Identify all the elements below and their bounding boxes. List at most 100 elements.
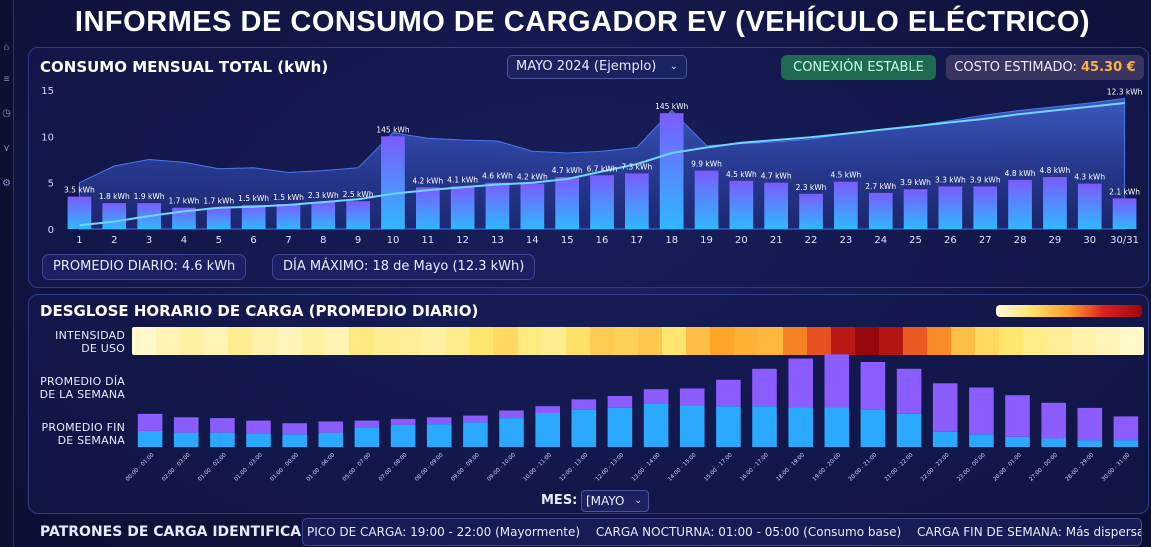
bar-data-label: 4.7 kWh [761,172,792,181]
bar-day-14 [520,183,545,229]
gear-icon[interactable]: ⚙ [2,178,11,189]
bar-data-label: 1.7 kWh [203,197,234,206]
month-dropdown[interactable]: [MAYO ⌄ [581,490,649,512]
weekend-bar [1041,402,1066,439]
heat-cell [782,327,807,355]
heat-cell [927,327,952,355]
x-tick-label: 28 [1014,235,1027,246]
weekday-bar [173,432,199,448]
bar-data-label: 3.3 kWh [935,175,966,184]
bar-data-label: 4.3 kWh [1074,173,1105,182]
bar-data-label: 6.7 kWh [587,164,618,173]
x-tick-label: 12 [456,235,469,246]
x-tick-label: 20 [735,235,748,246]
x-tick-label: 1 [76,235,82,246]
weekend-bar [752,368,777,407]
x-tick-label: 24 [874,235,887,246]
weekday-bar [463,422,488,447]
bar-day-8 [311,202,336,229]
hour-tick-label: 09:00 - 10:00 [486,452,517,483]
weekday-bar [426,424,452,448]
weekend-bar [354,420,380,428]
weekend-bar [571,399,597,410]
bar-day-13 [485,182,510,229]
x-tick-label: 2 [111,235,117,246]
weekend-bar [716,379,741,407]
cost-badge: COSTO ESTIMADO: 45.30 € [946,55,1144,80]
x-tick-label: 13 [491,235,504,246]
bar-data-label: 4.8 kWh [1039,166,1070,175]
trend-line [79,102,1125,227]
bar-day-16 [590,175,614,229]
heat-cell [469,327,494,355]
weekday-bar [860,409,886,447]
chevron-down-icon: ⌄ [669,61,678,72]
chart-icon[interactable]: ⋎ [2,143,11,154]
bar-data-label: 1.7 kWh [168,197,199,206]
hour-tick-label: 10:00 - 11:00 [522,452,553,483]
bar-day-24 [868,192,893,229]
weekend-bar [932,383,958,432]
heat-cell [204,327,229,355]
x-tick-label: 14 [526,235,539,246]
home-icon[interactable]: ⌂ [3,42,10,53]
hour-tick-label: 23:00 - 00:00 [956,452,987,483]
bar-day-25 [903,189,928,229]
heat-cell [1095,327,1120,355]
hour-tick-label: 01:00 - 06:00 [306,452,337,483]
bar-data-label: 4.5 kWh [726,170,757,179]
x-tick-label: 3 [146,235,152,246]
bar-data-label: 3.9 kWh [900,178,931,187]
weekday-bar [932,431,958,447]
bar-data-label: 9.9 kWh [691,160,722,169]
hour-tick-label: 13:00 - 14:00 [631,452,662,483]
hour-tick-label: 01:00 - 00:00 [269,452,300,483]
weekday-bar [354,427,380,447]
menu-icon[interactable]: ≡ [3,74,10,85]
weekday-bar [571,409,597,447]
heat-cell [878,327,903,355]
weekend-bar [499,410,524,419]
bar-day-19 [694,170,719,229]
hourly-chart: 00:00 - 01:00 02:00 - 03:00 01:00 - 02:00 0… [125,354,1139,483]
heat-cell [156,327,181,355]
x-tick-label: 9 [355,235,361,246]
x-tick-label: 11 [421,235,434,246]
heat-cell [445,327,470,355]
heat-cell [228,327,253,355]
x-tick-label: 6 [250,235,256,246]
bar-data-label: 1.8 kWh [99,192,130,201]
heat-cell [1071,327,1096,355]
bar-day-22 [799,193,823,229]
weekday-bar [1041,438,1066,447]
weekday-bar [137,430,163,447]
hour-tick-label: 07:00 - 08:00 [378,452,409,483]
x-tick-label: 17 [630,235,643,246]
weekend-row-label: PROMEDIO FIN DE SEMANA [41,421,125,447]
heat-cell [758,327,783,355]
bar-data-label: 3.9 kWh [970,175,1001,184]
bar-day-30 [1077,183,1102,229]
bar-data-label: 4.2 kWh [412,176,443,185]
x-tick-label: 19 [700,235,713,246]
heat-cell [613,327,638,355]
month-selector[interactable]: MAYO 2024 (Ejemplo) ⌄ [507,55,687,79]
heat-cell [710,327,735,355]
hour-tick-label: 02:00 - 03:00 [161,452,192,483]
y-tick-label: 15 [41,86,54,97]
avg-daily-pill: PROMEDIO DIARIO: 4.6 kWh [42,254,247,280]
bar-data-label: 1.9 kWh [134,192,165,201]
hour-tick-label: 21:00 - 22:00 [884,452,915,483]
weekday-bar [896,413,922,447]
cost-value: 45.30 € [1081,60,1136,75]
patterns-box: PICO DE CARGA: 19:00 - 22:00 (Mayormente… [302,518,1142,546]
heat-cell [734,327,759,355]
x-tick-label: 15 [561,235,574,246]
heat-cell [951,327,976,355]
bar-day-18 [659,113,684,229]
hour-tick-label: 09:00 - 09:00 [450,452,481,483]
bar-data-label: 3.5 kWh [64,186,95,195]
bar-data-label: 4.6 kWh [482,172,513,181]
clock-icon[interactable]: ◷ [2,108,11,119]
heat-cell [541,327,566,355]
